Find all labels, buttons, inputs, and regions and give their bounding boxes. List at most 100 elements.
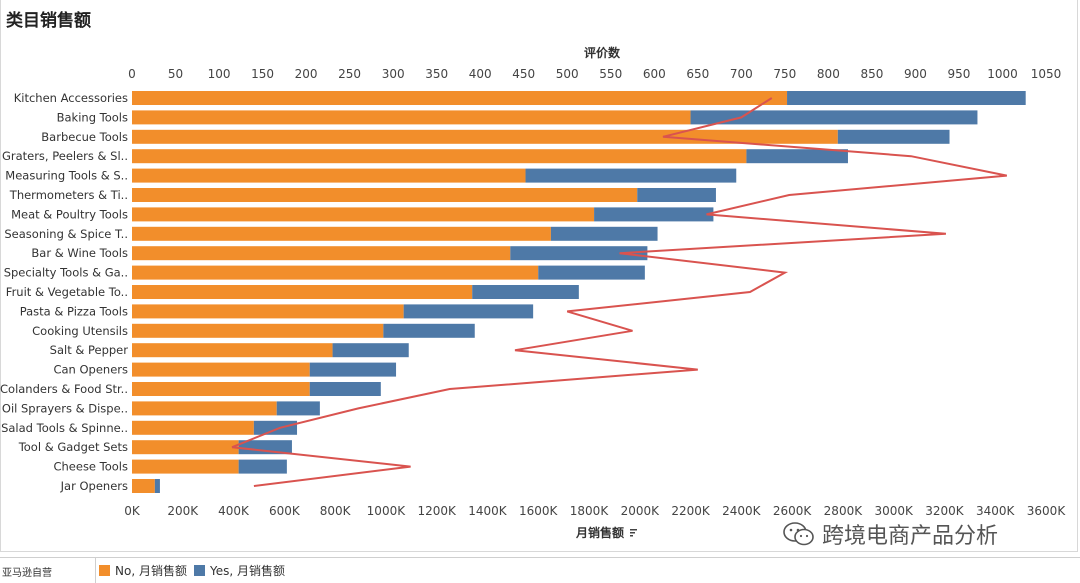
bar-segment-no: [132, 226, 551, 241]
bottom-tick-label: 2400K: [722, 504, 762, 518]
bottom-tick-label: 600K: [269, 504, 301, 518]
category-label: Salad Tools & Spinne..: [1, 421, 128, 435]
legend-bar: 亚马逊自营 No, 月销售额 Yes, 月销售额: [0, 557, 1080, 583]
category-label: Can Openers: [53, 363, 128, 377]
bar-segment-no: [132, 110, 691, 125]
bar-segment-yes: [309, 362, 397, 377]
category-label: Meat & Poultry Tools: [11, 207, 128, 221]
bottom-tick-label: 1400K: [468, 504, 508, 518]
bottom-tick-label: 2600K: [773, 504, 813, 518]
bottom-tick-label: 3000K: [874, 504, 914, 518]
category-label: Fruit & Vegetable To..: [6, 285, 128, 299]
bottom-tick-label: 1200K: [417, 504, 457, 518]
bar-segment-no: [132, 149, 747, 164]
top-tick-label: 150: [251, 67, 274, 81]
legend-item-no[interactable]: No, 月销售额: [99, 562, 187, 579]
category-label: Pasta & Pizza Tools: [20, 304, 128, 318]
bar-segment-no: [132, 323, 384, 338]
category-label: Graters, Peelers & Sl..: [2, 149, 128, 163]
bar-segment-no: [132, 246, 511, 261]
chart-frame: [0, 0, 1078, 552]
legend-swatch-yes: [194, 565, 205, 576]
top-tick-label: 350: [425, 67, 448, 81]
category-label: Barbecue Tools: [41, 130, 128, 144]
category-label: Bar & Wine Tools: [31, 246, 128, 260]
bar-segment-yes: [637, 188, 716, 202]
bar-segment-no: [132, 362, 310, 377]
legend-item-label: Yes, 月销售额: [210, 564, 286, 578]
bar-segment-yes: [238, 440, 292, 455]
top-tick-label: 200: [295, 67, 318, 81]
bar-segment-yes: [403, 304, 534, 319]
category-label: Salt & Pepper: [50, 343, 129, 357]
bar-segment-no: [132, 207, 595, 222]
legend-label: 亚马逊自营: [2, 568, 52, 579]
category-label: Measuring Tools & S..: [5, 169, 128, 183]
category-label: Colanders & Food Str..: [0, 382, 128, 396]
sort-icon[interactable]: [630, 529, 637, 537]
bar-segment-yes: [253, 420, 298, 435]
category-label: Tool & Gadget Sets: [18, 440, 128, 454]
top-tick-label: 0: [128, 67, 136, 81]
bar-segment-yes: [550, 226, 658, 241]
bar-segment-no: [132, 285, 473, 299]
bar-segment-yes: [837, 129, 950, 144]
top-tick-label: 1050: [1031, 67, 1062, 81]
bottom-tick-label: 3600K: [1027, 504, 1067, 518]
category-label: Specialty Tools & Ga..: [4, 266, 128, 280]
top-tick-label: 100: [208, 67, 231, 81]
top-tick-label: 600: [643, 67, 666, 81]
category-label: Cooking Utensils: [32, 324, 128, 338]
bar-segment-no: [132, 91, 788, 105]
bar-segment-no: [132, 401, 277, 416]
top-tick-label: 300: [382, 67, 405, 81]
bar-segment-yes: [690, 110, 978, 125]
top-tick-label: 1000: [987, 67, 1018, 81]
top-tick-label: 950: [947, 67, 970, 81]
category-label: Seasoning & Spice T..: [4, 227, 128, 241]
top-tick-label: 450: [512, 67, 535, 81]
top-tick-label: 500: [556, 67, 579, 81]
bar-segment-yes: [309, 382, 381, 396]
bottom-tick-label: 0K: [124, 504, 141, 518]
bar-segment-no: [132, 420, 254, 435]
legend-divider: [95, 558, 96, 583]
watermark-text: 跨境电商产品分析: [822, 524, 999, 549]
bar-segment-yes: [472, 285, 579, 299]
chart-svg: 评价数 0 50 100 150 200 250 300 350 400 450 500 550 600…: [0, 45, 1066, 540]
category-labels: Kitchen Accessories Baking Tools Barbecue …: [0, 91, 128, 493]
top-tick-label: 650: [686, 67, 709, 81]
bar-segment-no: [132, 459, 239, 474]
legend-item-label: No, 月销售额: [115, 564, 187, 578]
bar-segment-no: [132, 129, 838, 144]
bar-segment-yes: [594, 207, 714, 222]
top-tick-label: 250: [338, 67, 361, 81]
bar-segment-yes: [746, 149, 848, 164]
page-title: 类目销售额: [6, 11, 91, 31]
bottom-tick-label: 2800K: [824, 504, 864, 518]
legend-item-yes[interactable]: Yes, 月销售额: [194, 562, 285, 579]
top-tick-label: 850: [860, 67, 883, 81]
legend-swatch-no: [99, 565, 110, 576]
bottom-tick-label: 400K: [218, 504, 250, 518]
top-tick-label: 800: [817, 67, 840, 81]
bar-segment-no: [132, 168, 526, 183]
bottom-tick-label: 3400K: [976, 504, 1016, 518]
bar-segment-no: [132, 265, 539, 280]
bar-segment-yes: [383, 323, 475, 338]
top-tick-label: 750: [773, 67, 796, 81]
wechat-icon: [783, 522, 814, 546]
category-label: Cheese Tools: [53, 460, 128, 474]
bar-segment-yes: [238, 459, 287, 474]
category-label: Kitchen Accessories: [14, 91, 128, 105]
bar-segment-yes: [525, 168, 737, 183]
top-axis-ticks: 0 50 100 150 200 250 300 350 400 450 500 550 600 650 7…: [128, 67, 1061, 81]
bar-segment-yes: [276, 401, 320, 416]
bars: [132, 91, 1026, 493]
bottom-tick-label: 800K: [320, 504, 352, 518]
bottom-axis-ticks: 0K 200K 400K 600K 800K 1000K 1200K 1400K 1600K 18…: [124, 504, 1066, 518]
bar-segment-yes: [332, 343, 409, 358]
bar-segment-no: [132, 479, 155, 493]
top-tick-label: 400: [469, 67, 492, 81]
bar-segment-yes: [787, 91, 1026, 105]
